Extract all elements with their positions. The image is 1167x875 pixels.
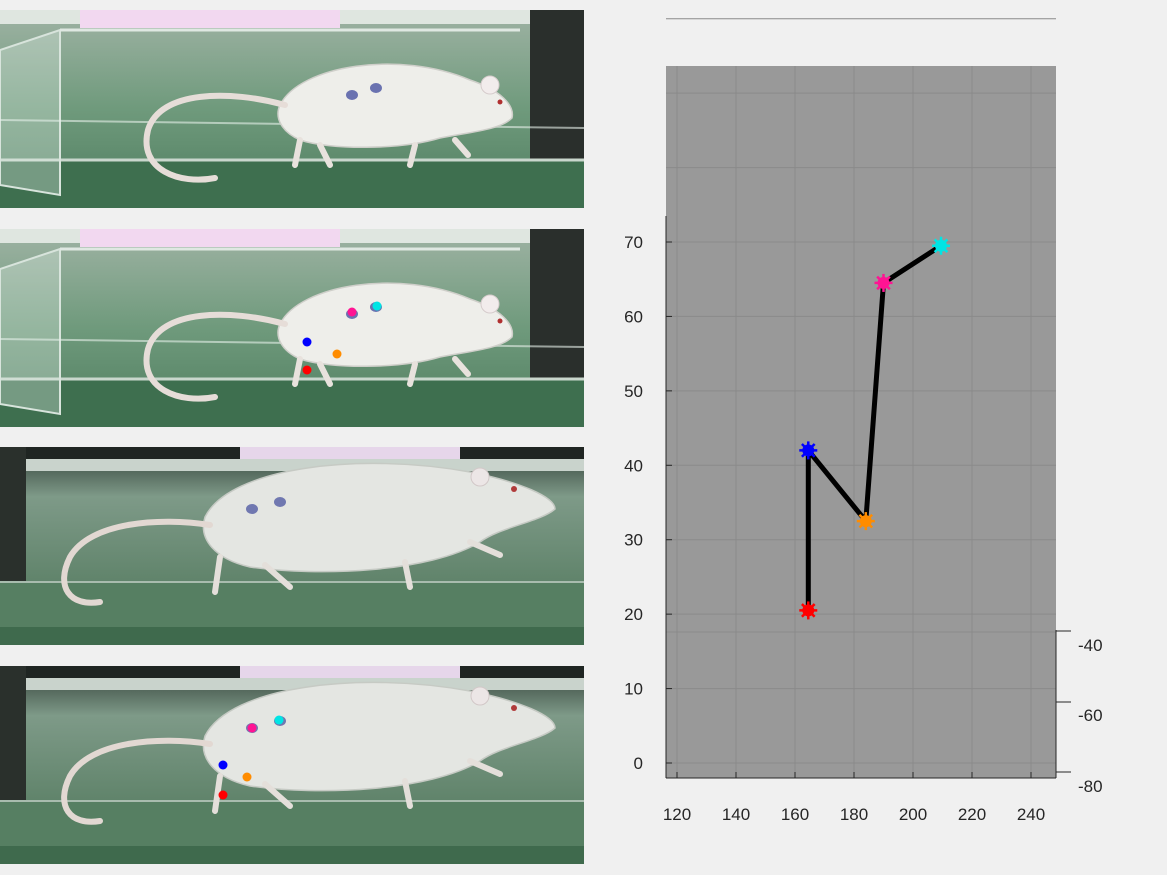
y-tick-label: 50	[624, 382, 643, 401]
x-tick-label: 160	[781, 805, 809, 824]
y-tick-label: 10	[624, 680, 643, 699]
x-tick-label: 120	[663, 805, 691, 824]
rat-photo-treadmill-raw	[0, 447, 584, 645]
x-tick-label: 200	[899, 805, 927, 824]
z-tick-label: -60	[1078, 706, 1103, 725]
marker-cyan	[932, 236, 951, 255]
y-tick-label: 40	[624, 456, 643, 475]
rat-photo-cage-raw	[0, 10, 584, 208]
y-tick-label: 20	[624, 605, 643, 624]
marker-orange	[856, 512, 875, 531]
y-tick-label: 70	[624, 233, 643, 252]
x-tick-label: 180	[840, 805, 868, 824]
y-tick-label: 60	[624, 307, 643, 326]
x-tick-label: 240	[1017, 805, 1045, 824]
grid	[666, 18, 1056, 778]
plot-area	[666, 66, 1056, 778]
z-tick-label: -40	[1078, 636, 1103, 655]
z-tick-label: -80	[1078, 777, 1103, 796]
marker-red	[799, 601, 818, 620]
y-tick-label: 30	[624, 531, 643, 550]
rat-photo-cage-annotated	[0, 229, 584, 427]
marker-magenta	[874, 273, 893, 292]
y-tick-label: 0	[634, 754, 643, 773]
x-tick-label: 220	[958, 805, 986, 824]
x-tick-label: 140	[722, 805, 750, 824]
marker-blue	[799, 441, 818, 460]
rat-photo-treadmill-annotated	[0, 666, 584, 864]
